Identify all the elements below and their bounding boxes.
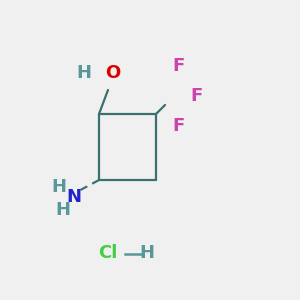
Text: Cl: Cl [98, 244, 118, 262]
Text: H: H [140, 244, 154, 262]
Text: H: H [56, 201, 70, 219]
Text: O: O [105, 64, 120, 82]
Text: H: H [76, 64, 92, 82]
Text: F: F [190, 87, 202, 105]
Text: F: F [172, 117, 184, 135]
Text: F: F [172, 57, 184, 75]
Text: N: N [66, 188, 81, 206]
Text: H: H [51, 178, 66, 196]
